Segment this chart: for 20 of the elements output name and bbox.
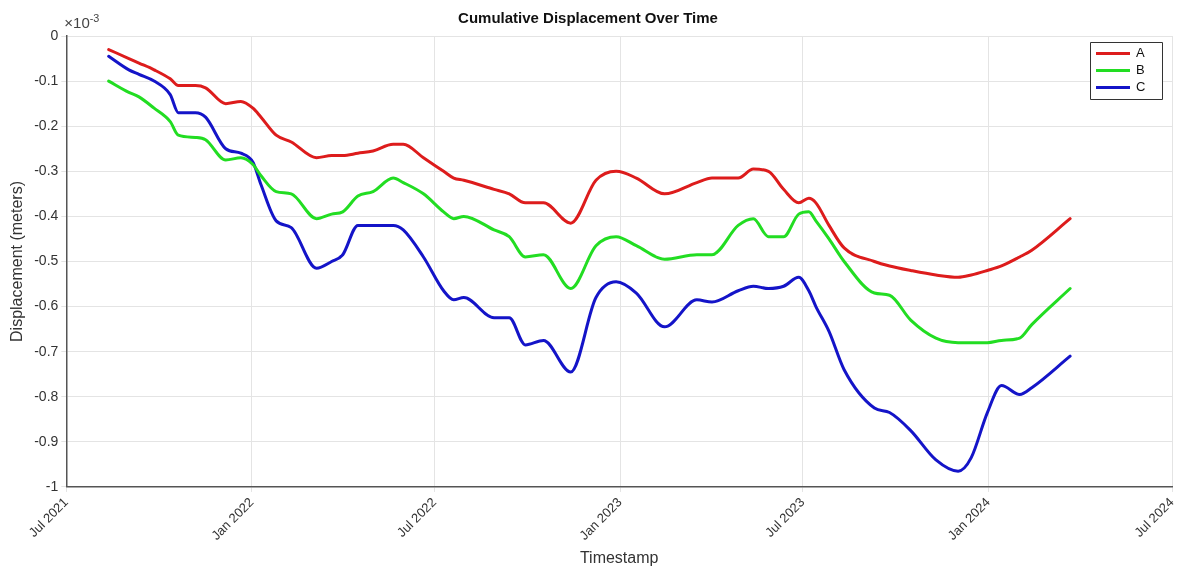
y-tick-label: -0.3 [34, 162, 59, 179]
legend-label: B [1136, 62, 1145, 78]
y-tick-label: -0.5 [34, 252, 59, 269]
y-tick-label: -0.8 [34, 387, 59, 404]
line-series [107, 54, 1072, 473]
x-axis-title: Timestamp [579, 548, 659, 566]
y-tick-label: -0.1 [34, 71, 59, 88]
y-tick-label: -0.4 [34, 207, 59, 224]
legend-label: A [1136, 45, 1145, 61]
y-axis-title: Displacement (meters) [8, 181, 26, 342]
y-tick-label: -0.6 [34, 297, 59, 314]
y-tick-label: 0 [50, 26, 59, 43]
y-tick-label: -0.7 [34, 342, 59, 359]
chart-title: Cumulative Displacement Over Time [458, 9, 718, 27]
line-series [107, 48, 1072, 279]
y-tick-label: -1 [45, 477, 59, 494]
line-series [107, 79, 1072, 345]
y-tick-label: -0.2 [34, 117, 59, 134]
y-tick-label: -0.9 [34, 432, 59, 449]
legend-label: C [1136, 79, 1146, 95]
